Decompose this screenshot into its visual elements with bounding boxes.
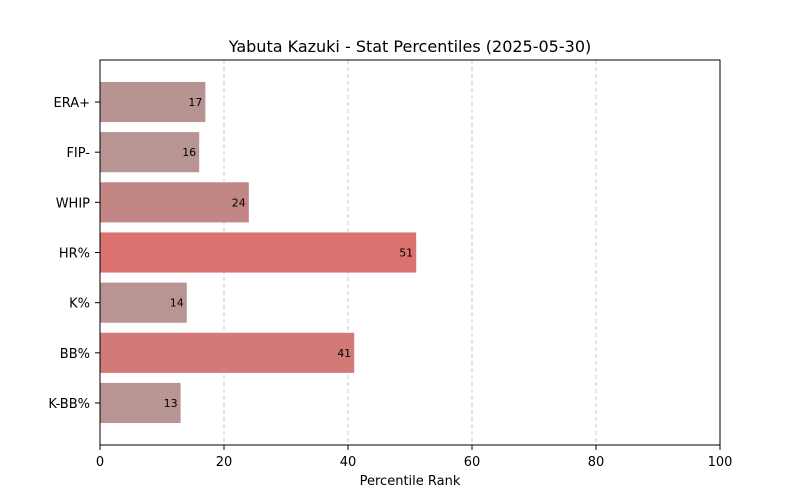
y-tick-label: BB% bbox=[60, 347, 90, 362]
bar bbox=[100, 81, 206, 123]
y-tick-label: ERA+ bbox=[53, 96, 90, 111]
y-tick-label: FIP- bbox=[66, 146, 90, 161]
bars: 17 16 24 51 14 41 13 bbox=[100, 81, 417, 424]
bar bbox=[100, 232, 417, 273]
y-tick-label: K% bbox=[69, 297, 90, 312]
bar bbox=[100, 332, 355, 373]
bar-value-label: 16 bbox=[182, 146, 196, 159]
y-tick-label: WHIP bbox=[56, 196, 90, 211]
bar-value-label: 51 bbox=[399, 247, 413, 260]
x-tick-label: 0 bbox=[96, 455, 104, 470]
bar-value-label: 17 bbox=[188, 96, 202, 109]
bar-value-label: 14 bbox=[170, 297, 184, 310]
x-axis: 0 20 40 60 80 100 bbox=[96, 445, 733, 470]
x-tick-label: 40 bbox=[340, 455, 357, 470]
x-tick-label: 60 bbox=[464, 455, 481, 470]
y-axis: ERA+ FIP- WHIP HR% K% BB% K-BB% bbox=[48, 96, 100, 412]
chart-title: Yabuta Kazuki - Stat Percentiles (2025-0… bbox=[228, 37, 591, 56]
bar-value-label: 41 bbox=[337, 347, 351, 360]
bar bbox=[100, 282, 187, 323]
x-axis-label: Percentile Rank bbox=[360, 474, 461, 489]
bar bbox=[100, 182, 249, 223]
bar-value-label: 13 bbox=[164, 397, 178, 410]
y-tick-label: HR% bbox=[59, 247, 90, 262]
bar bbox=[100, 382, 181, 424]
x-tick-label: 100 bbox=[708, 455, 733, 470]
bar bbox=[100, 132, 200, 173]
y-tick-label: K-BB% bbox=[48, 397, 90, 412]
x-tick-label: 20 bbox=[216, 455, 233, 470]
bar-value-label: 24 bbox=[232, 196, 246, 209]
x-tick-label: 80 bbox=[588, 455, 605, 470]
